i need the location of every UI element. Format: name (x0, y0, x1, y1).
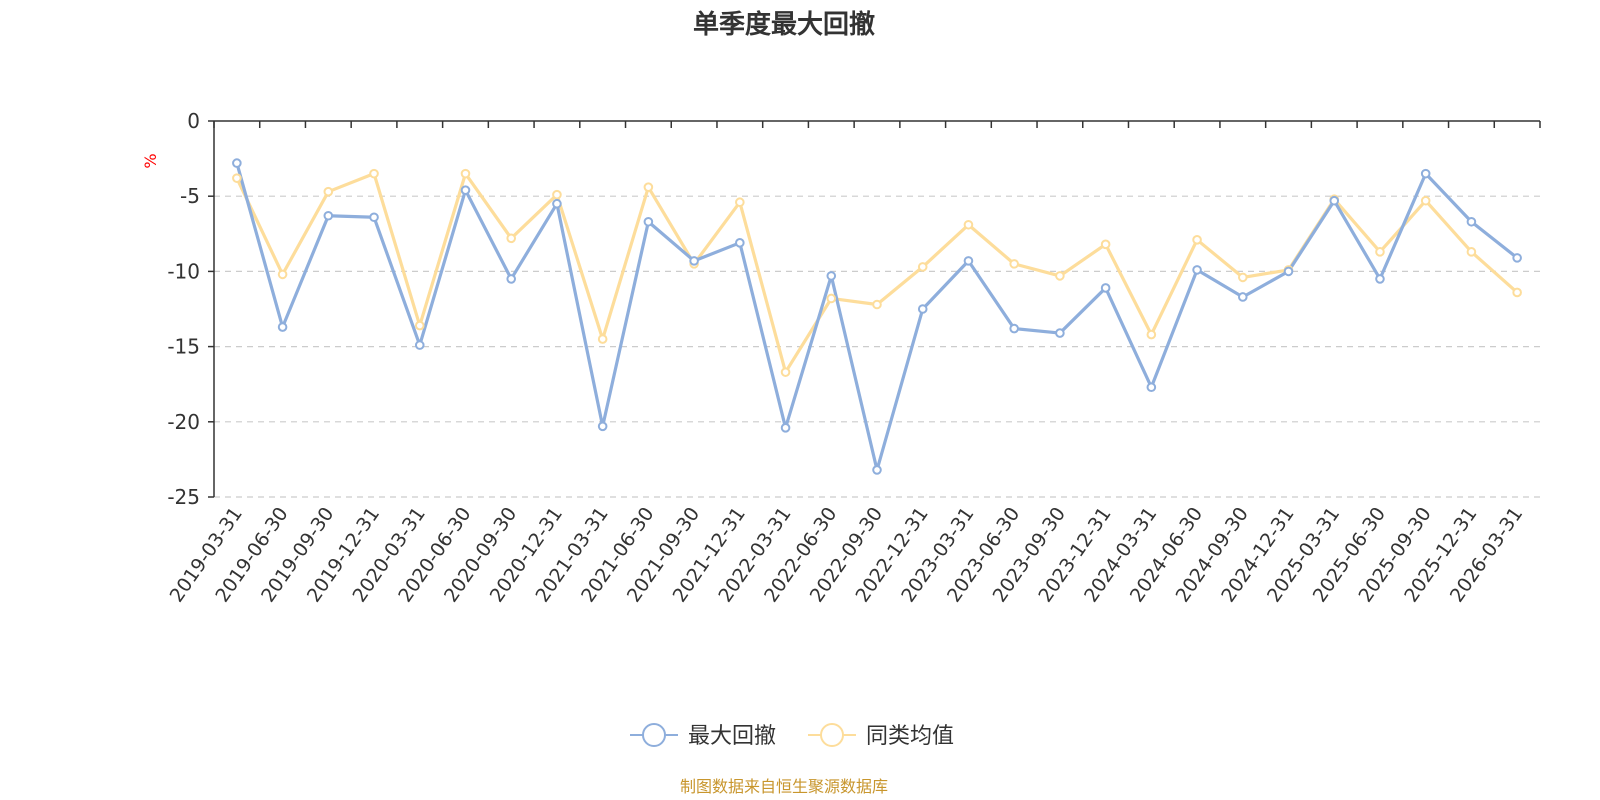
data-point[interactable] (917, 304, 928, 314)
series-line-0 (235, 162, 1519, 472)
data-point[interactable] (597, 334, 608, 344)
data-point[interactable] (735, 197, 745, 208)
data-point[interactable] (277, 269, 288, 280)
data-point[interactable] (1192, 265, 1202, 275)
data-point[interactable] (826, 293, 837, 304)
data-point[interactable] (1100, 283, 1111, 293)
data-point[interactable] (643, 182, 654, 192)
data-point[interactable] (1466, 247, 1477, 257)
data-point[interactable] (1192, 235, 1202, 245)
legend-marker (642, 723, 666, 747)
data-point[interactable] (552, 189, 562, 200)
axes (208, 120, 1541, 498)
y-tick-label: -15 (167, 335, 200, 359)
data-point[interactable] (917, 262, 928, 272)
data-point[interactable] (323, 186, 334, 197)
data-point[interactable] (780, 367, 791, 377)
data-point[interactable] (1009, 259, 1019, 269)
data-point[interactable] (369, 168, 379, 179)
data-point[interactable] (689, 256, 699, 266)
series-line-1 (235, 172, 1519, 374)
data-point[interactable] (597, 421, 608, 432)
y-tick-label: -25 (167, 485, 200, 509)
y-tick-label: -20 (167, 410, 200, 434)
data-point[interactable] (1512, 253, 1522, 263)
data-point[interactable] (872, 465, 882, 475)
data-point[interactable] (826, 271, 837, 281)
data-point[interactable] (232, 158, 242, 168)
x-axis-tick-labels: 2019-03-312019-06-302019-09-302019-12-31… (166, 503, 1528, 606)
legend-label: 同类均值 (866, 724, 954, 749)
y-tick-label: -5 (180, 184, 200, 208)
data-point[interactable] (1237, 272, 1248, 283)
series-group (232, 158, 1522, 475)
legend-marker (820, 723, 844, 747)
data-point[interactable] (277, 322, 288, 332)
y-tick-label: 0 (187, 109, 200, 133)
data-point[interactable] (1329, 195, 1340, 206)
data-point[interactable] (1100, 239, 1111, 250)
data-point[interactable] (872, 299, 882, 310)
data-point[interactable] (735, 238, 745, 248)
data-point[interactable] (1283, 266, 1294, 277)
data-point[interactable] (506, 274, 517, 284)
legend[interactable]: 最大回撤 同类均值 (630, 723, 954, 749)
gridlines (214, 195, 1540, 498)
data-point[interactable] (1512, 287, 1522, 298)
data-point[interactable] (460, 185, 471, 195)
data-point[interactable] (414, 340, 425, 350)
data-point[interactable] (780, 423, 791, 433)
data-point[interactable] (1420, 195, 1431, 206)
data-point[interactable] (1055, 271, 1065, 281)
data-point[interactable] (460, 168, 471, 179)
data-point[interactable] (1375, 247, 1385, 257)
y-axis-tick-labels: 0 -5 -10 -15 -20 -25 (167, 109, 200, 509)
data-point[interactable] (1009, 323, 1019, 334)
data-point[interactable] (323, 210, 334, 221)
data-point[interactable] (1420, 168, 1431, 179)
data-point[interactable] (1055, 328, 1065, 338)
legend-item-0[interactable]: 最大回撤 (630, 723, 776, 749)
data-point[interactable] (1466, 216, 1477, 227)
y-axis-unit: % (141, 153, 160, 168)
data-point[interactable] (1146, 382, 1157, 393)
data-point[interactable] (1375, 274, 1385, 284)
y-tick-label: -10 (167, 259, 200, 283)
legend-label: 最大回撤 (688, 724, 776, 749)
chart-title: 单季度最大回撤 (693, 9, 875, 40)
data-point[interactable] (963, 256, 974, 266)
data-point[interactable] (232, 173, 242, 183)
data-point[interactable] (1237, 292, 1248, 302)
legend-item-1[interactable]: 同类均值 (808, 723, 954, 749)
data-point[interactable] (506, 233, 517, 244)
data-point[interactable] (643, 216, 654, 227)
data-point[interactable] (369, 212, 379, 223)
source-note: 制图数据来自恒生聚源数据库 (680, 777, 888, 796)
data-point[interactable] (552, 198, 562, 209)
data-point[interactable] (414, 320, 425, 331)
data-point[interactable] (1146, 329, 1157, 340)
data-point[interactable] (963, 219, 974, 230)
